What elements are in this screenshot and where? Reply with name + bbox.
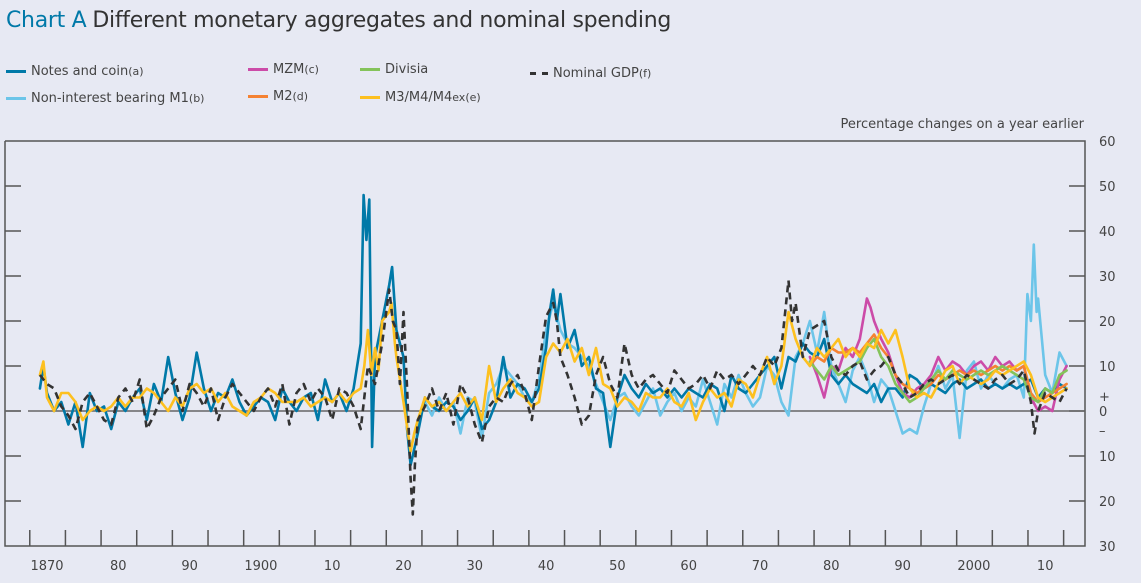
legend-swatch-mzm xyxy=(248,68,268,71)
legend-label: Non-interest bearing M1 xyxy=(31,91,189,106)
y-tick-label: 10 xyxy=(1099,450,1116,465)
legend-label: M3/M4/M4 xyxy=(385,90,453,105)
x-tick-label: 50 xyxy=(609,559,626,574)
series-line-m3 xyxy=(38,301,1068,453)
legend-swatch-gdp xyxy=(530,72,548,75)
chart-title-text: Different monetary aggregates and nomina… xyxy=(92,8,671,33)
legend-label: M2 xyxy=(273,89,293,104)
x-tick-label: 40 xyxy=(538,559,555,574)
legend-item-notes: Notes and coin (a) xyxy=(6,64,144,79)
minus-sign-label: – xyxy=(1099,424,1106,439)
x-tick-label: 70 xyxy=(752,559,769,574)
legend-item-mzm: MZM (c) xyxy=(248,62,319,77)
legend-swatch-m3 xyxy=(360,96,380,99)
legend-item-gdp: Nominal GDP (f) xyxy=(530,66,651,81)
legend-label: Notes and coin xyxy=(31,64,129,79)
legend-label: Nominal GDP xyxy=(553,66,639,81)
series-lines xyxy=(38,193,1068,516)
legend-swatch-m1 xyxy=(6,97,26,100)
y-tick-label: 20 xyxy=(1099,315,1116,330)
y-tick-label: 10 xyxy=(1099,360,1116,375)
y-tick-label: 20 xyxy=(1099,495,1116,510)
y-axis-units-label: Percentage changes on a year earlier xyxy=(840,117,1084,132)
x-tick-label: 10 xyxy=(324,559,341,574)
x-tick-label: 1870 xyxy=(30,559,63,574)
x-tick-label: 80 xyxy=(110,559,127,574)
series-line-m1 xyxy=(409,243,1068,449)
x-tick-label: 10 xyxy=(1037,559,1054,574)
series-line-gdp xyxy=(38,279,1068,516)
axes xyxy=(4,140,1086,547)
legend-item-m2: M2 (d) xyxy=(248,89,308,104)
x-tick-label: 20 xyxy=(395,559,412,574)
series-line-notes xyxy=(38,193,1068,467)
x-tick-label: 90 xyxy=(894,559,911,574)
y-tick-label: 40 xyxy=(1099,225,1116,240)
legend-swatch-notes xyxy=(6,70,26,73)
y-tick-label: 50 xyxy=(1099,180,1116,195)
legend-label: MZM xyxy=(273,62,305,77)
legend-swatch-m2 xyxy=(248,95,268,98)
x-tick-label: 60 xyxy=(680,559,697,574)
legend-item-m1: Non-interest bearing M1 (b) xyxy=(6,91,204,106)
y-tick-label: 0 xyxy=(1099,405,1107,420)
x-tick-label: 90 xyxy=(181,559,198,574)
legend-item-m3: M3/M4/M4 ex(e) xyxy=(360,90,481,105)
x-tick-label: 30 xyxy=(467,559,484,574)
plus-sign-label: + xyxy=(1099,390,1110,405)
chart-title: Chart A Different monetary aggregates and… xyxy=(6,8,671,33)
x-tick-label: 80 xyxy=(823,559,840,574)
y-tick-label: 30 xyxy=(1099,270,1116,285)
chart-label: Chart A xyxy=(6,8,87,33)
x-tick-label: 2000 xyxy=(957,559,990,574)
axis-labels: 60 50 40 30 20 10 0 10 20 30 + – 1870 80 90 1900 10 20 30 4… xyxy=(30,135,1115,574)
legend-swatch-divisia xyxy=(360,68,380,71)
x-tick-label: 1900 xyxy=(244,559,277,574)
legend-item-divisia: Divisia xyxy=(360,62,428,77)
y-tick-label: 60 xyxy=(1099,135,1116,150)
y-tick-label: 30 xyxy=(1099,540,1116,555)
legend-label: Divisia xyxy=(385,62,429,77)
